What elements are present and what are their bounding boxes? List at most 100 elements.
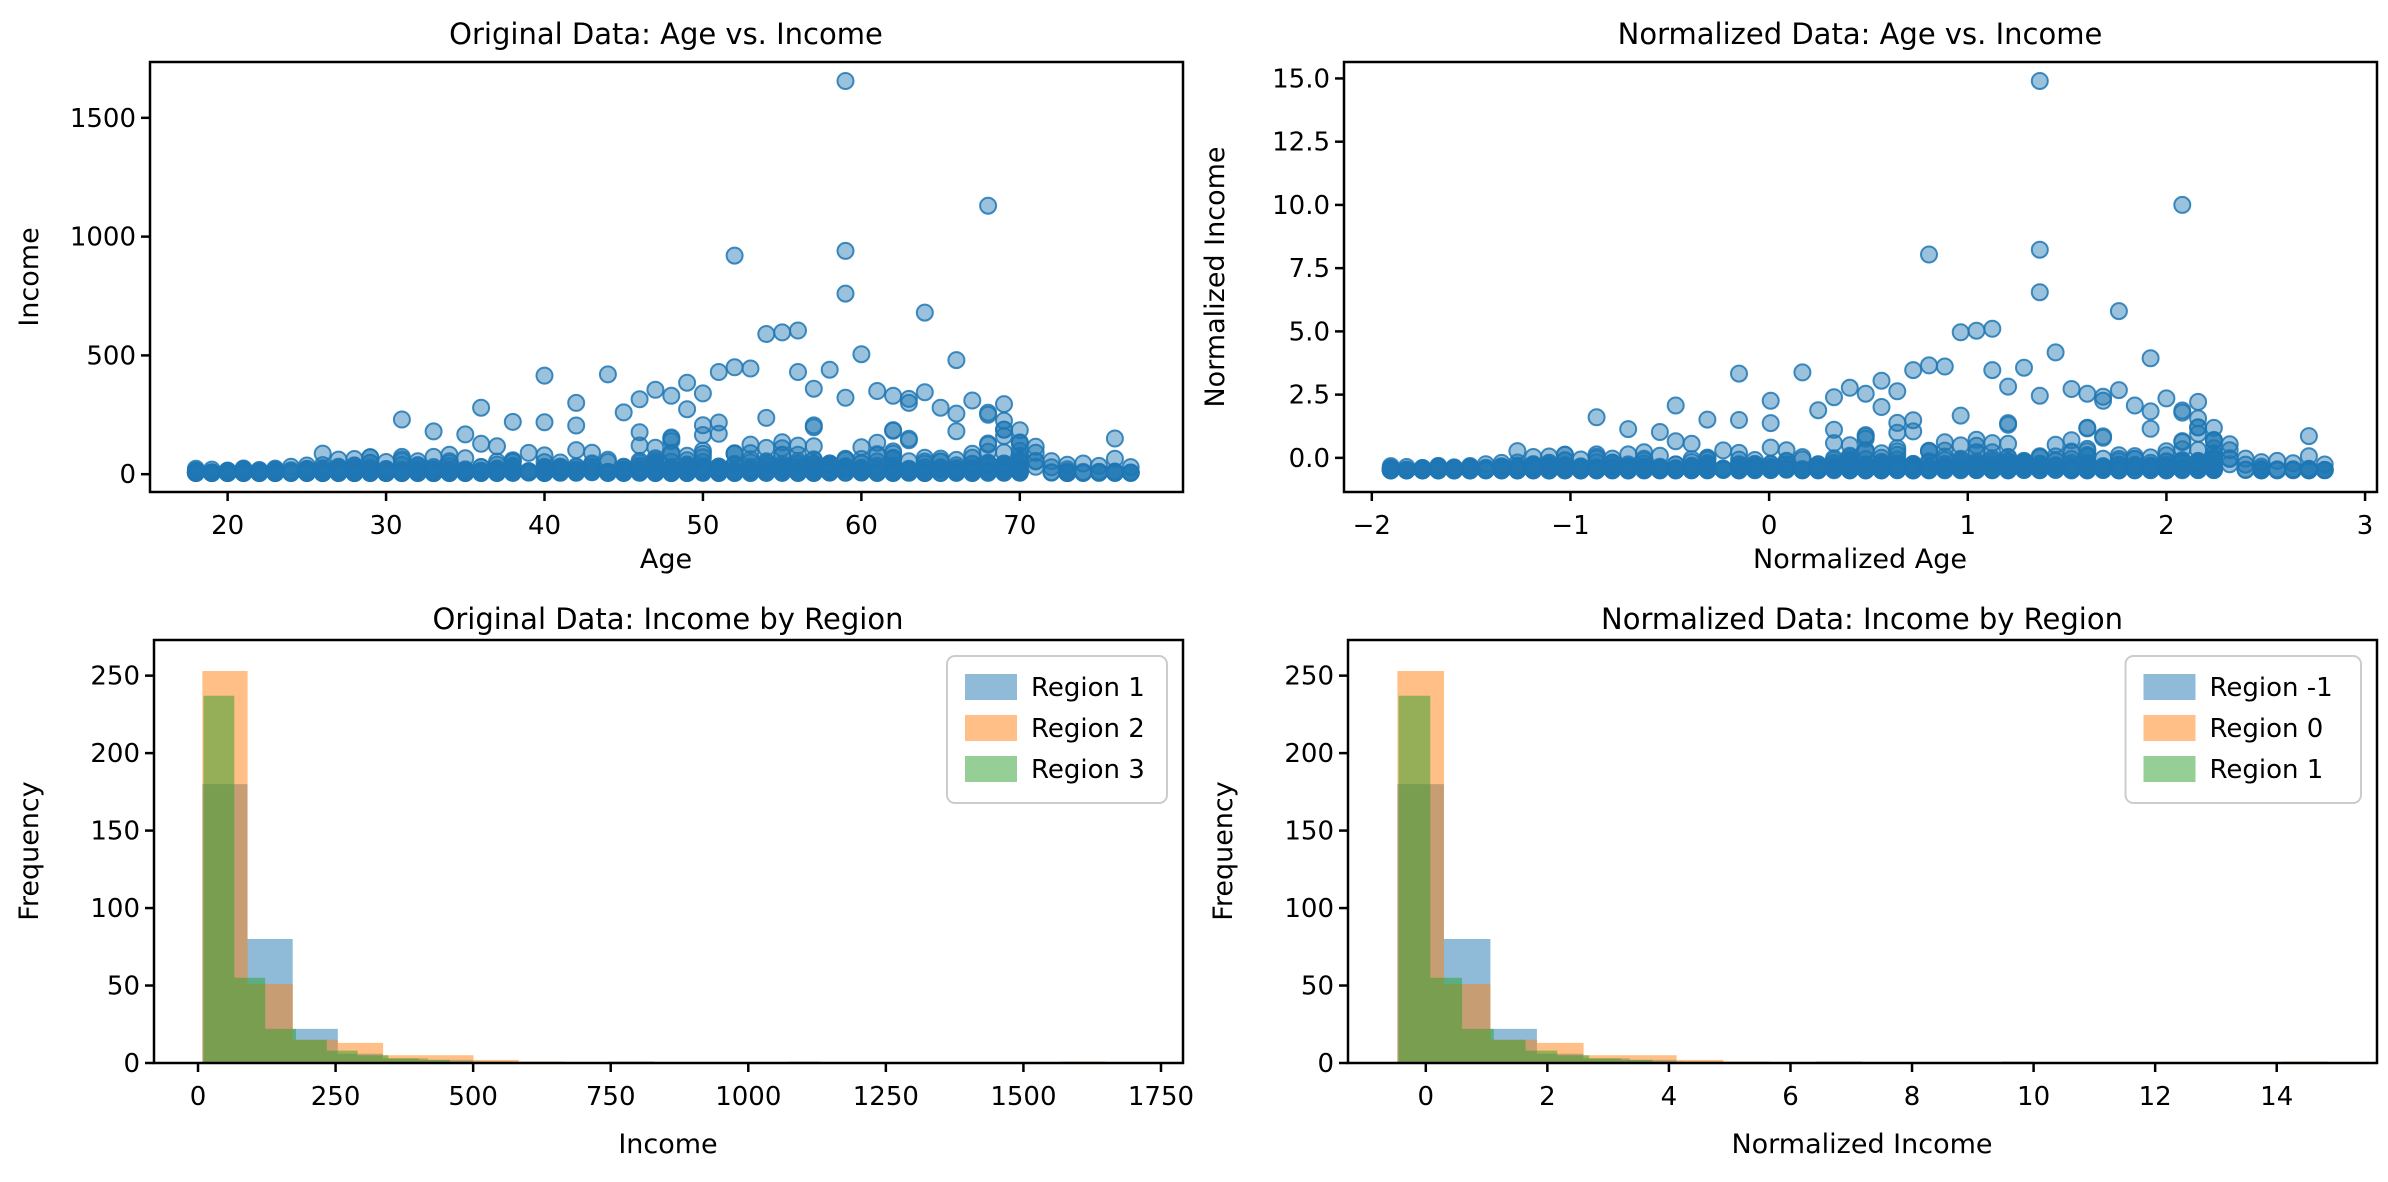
x-tick-label: 1 [1959, 511, 1976, 541]
scatter-point [947, 404, 966, 423]
y-tick-label: 1500 [70, 104, 136, 134]
x-tick-label: 2 [1539, 1082, 1556, 1112]
x-tick-label: 12 [2139, 1082, 2172, 1112]
scatter-point [503, 460, 522, 479]
scatter-point [234, 463, 253, 482]
x-tick-label: 50 [686, 511, 719, 541]
scatter-point [1010, 446, 1029, 465]
scatter-point [1413, 459, 1432, 478]
scatter-point [725, 358, 744, 377]
legend: Region -1 Region 0 Region 1 [2124, 655, 2362, 804]
scatter-point [567, 441, 586, 460]
scatter-point [836, 284, 855, 303]
scatter-point [2078, 461, 2097, 480]
scatter-point [2189, 392, 2208, 411]
scatter-point [947, 460, 966, 478]
scatter-point [1951, 460, 1970, 479]
hist-series-region-1 [1398, 695, 2034, 1063]
scatter-point [2299, 447, 2318, 466]
scatter-point [804, 437, 823, 456]
scatter-point [995, 456, 1013, 475]
scatter-point [963, 391, 982, 410]
legend-swatch [2143, 674, 2196, 700]
histogram-series [202, 671, 1106, 1063]
scatter-point [1492, 461, 1511, 480]
scatter-point [1074, 454, 1093, 473]
x-axis-label: Normalized Income [1731, 1129, 1992, 1160]
scatter-point [1920, 356, 1938, 375]
y-tick-label: 100 [1284, 894, 1334, 924]
scatter-point [2109, 461, 2128, 480]
scatter-point [2062, 461, 2081, 480]
scatter-point [2078, 439, 2097, 458]
scatter-point [1999, 457, 2018, 476]
scatter-point [2299, 461, 2318, 480]
y-axis-label: Frequency [14, 781, 45, 921]
scatter-point [1856, 460, 1875, 479]
scatter-point [2252, 453, 2271, 472]
scatter-point [1429, 460, 1448, 479]
scatter-point [456, 463, 475, 482]
scatter-point [1445, 460, 1464, 479]
scatter-point [709, 413, 728, 432]
x-tick-label: 0 [1761, 511, 1778, 541]
panel-normalized-histogram: Normalized Data: Income by Region Freque… [1194, 591, 2388, 1182]
scatter-point [1809, 401, 1828, 420]
scatter-point [678, 458, 697, 477]
scatter-point [646, 463, 665, 482]
scatter-point [440, 462, 459, 481]
scatter-point [1476, 461, 1495, 480]
scatter-point [472, 434, 491, 453]
scatter-point [1983, 461, 2002, 480]
scatter-point [1524, 458, 1543, 477]
scatter-point [773, 323, 792, 342]
scatter-point [345, 463, 364, 482]
scatter-point [2030, 283, 2049, 302]
scatter-point [693, 384, 712, 403]
y-tick-label: 250 [1284, 662, 1334, 692]
y-tick-label: 50 [107, 972, 140, 1002]
axes-box [1346, 638, 2379, 1065]
plot-area: −2 −1 0 1 2 3 0.0 2.5 5.0 7.5 10.0 12.5 15.0 [1272, 60, 2379, 541]
scatter-point [2173, 454, 2192, 473]
y-axis-ticks: 0 500 1000 1500 [70, 104, 150, 490]
y-tick-label: 0 [119, 460, 136, 490]
scatter-point [931, 398, 950, 417]
scatter-point [1777, 460, 1796, 479]
scatter-point [884, 442, 903, 461]
scatter-point [456, 425, 475, 444]
scatter-point [1761, 454, 1780, 473]
legend-label: Region -1 [2210, 673, 2333, 703]
legend-label: Region 0 [2210, 714, 2324, 744]
axes-box [152, 638, 1185, 1065]
scatter-point [1010, 421, 1029, 440]
scatter-point [1888, 442, 1907, 461]
y-tick-label: 0 [1317, 1049, 1334, 1079]
scatter-point [583, 462, 601, 481]
scatter-point [488, 463, 506, 482]
legend-swatch [965, 674, 1017, 700]
scatter-point [662, 443, 681, 462]
legend-label: Region 2 [1031, 714, 1145, 744]
y-tick-label: 150 [90, 817, 140, 847]
scatter-point [598, 365, 617, 384]
scatter-point [2189, 453, 2208, 472]
scatter-point [1840, 461, 1859, 480]
scatter-point [1840, 378, 1859, 397]
scatter-point [2220, 441, 2239, 460]
y-tick-label: 150 [1284, 817, 1334, 847]
scatter-point [1856, 384, 1875, 403]
scatter-point [2125, 461, 2144, 480]
scatter-point [1967, 436, 1986, 455]
scatter-point [1714, 441, 1733, 460]
scatter-point [1587, 408, 1606, 427]
scatter-point [820, 360, 839, 379]
scatter-point [1635, 459, 1654, 478]
scatter-point [2094, 391, 2113, 410]
legend-swatch [2143, 715, 2196, 741]
scatter-point [1540, 460, 1559, 479]
axes-box [1342, 60, 2379, 494]
scatter-point [852, 345, 871, 364]
scatter-point [1698, 410, 1717, 429]
